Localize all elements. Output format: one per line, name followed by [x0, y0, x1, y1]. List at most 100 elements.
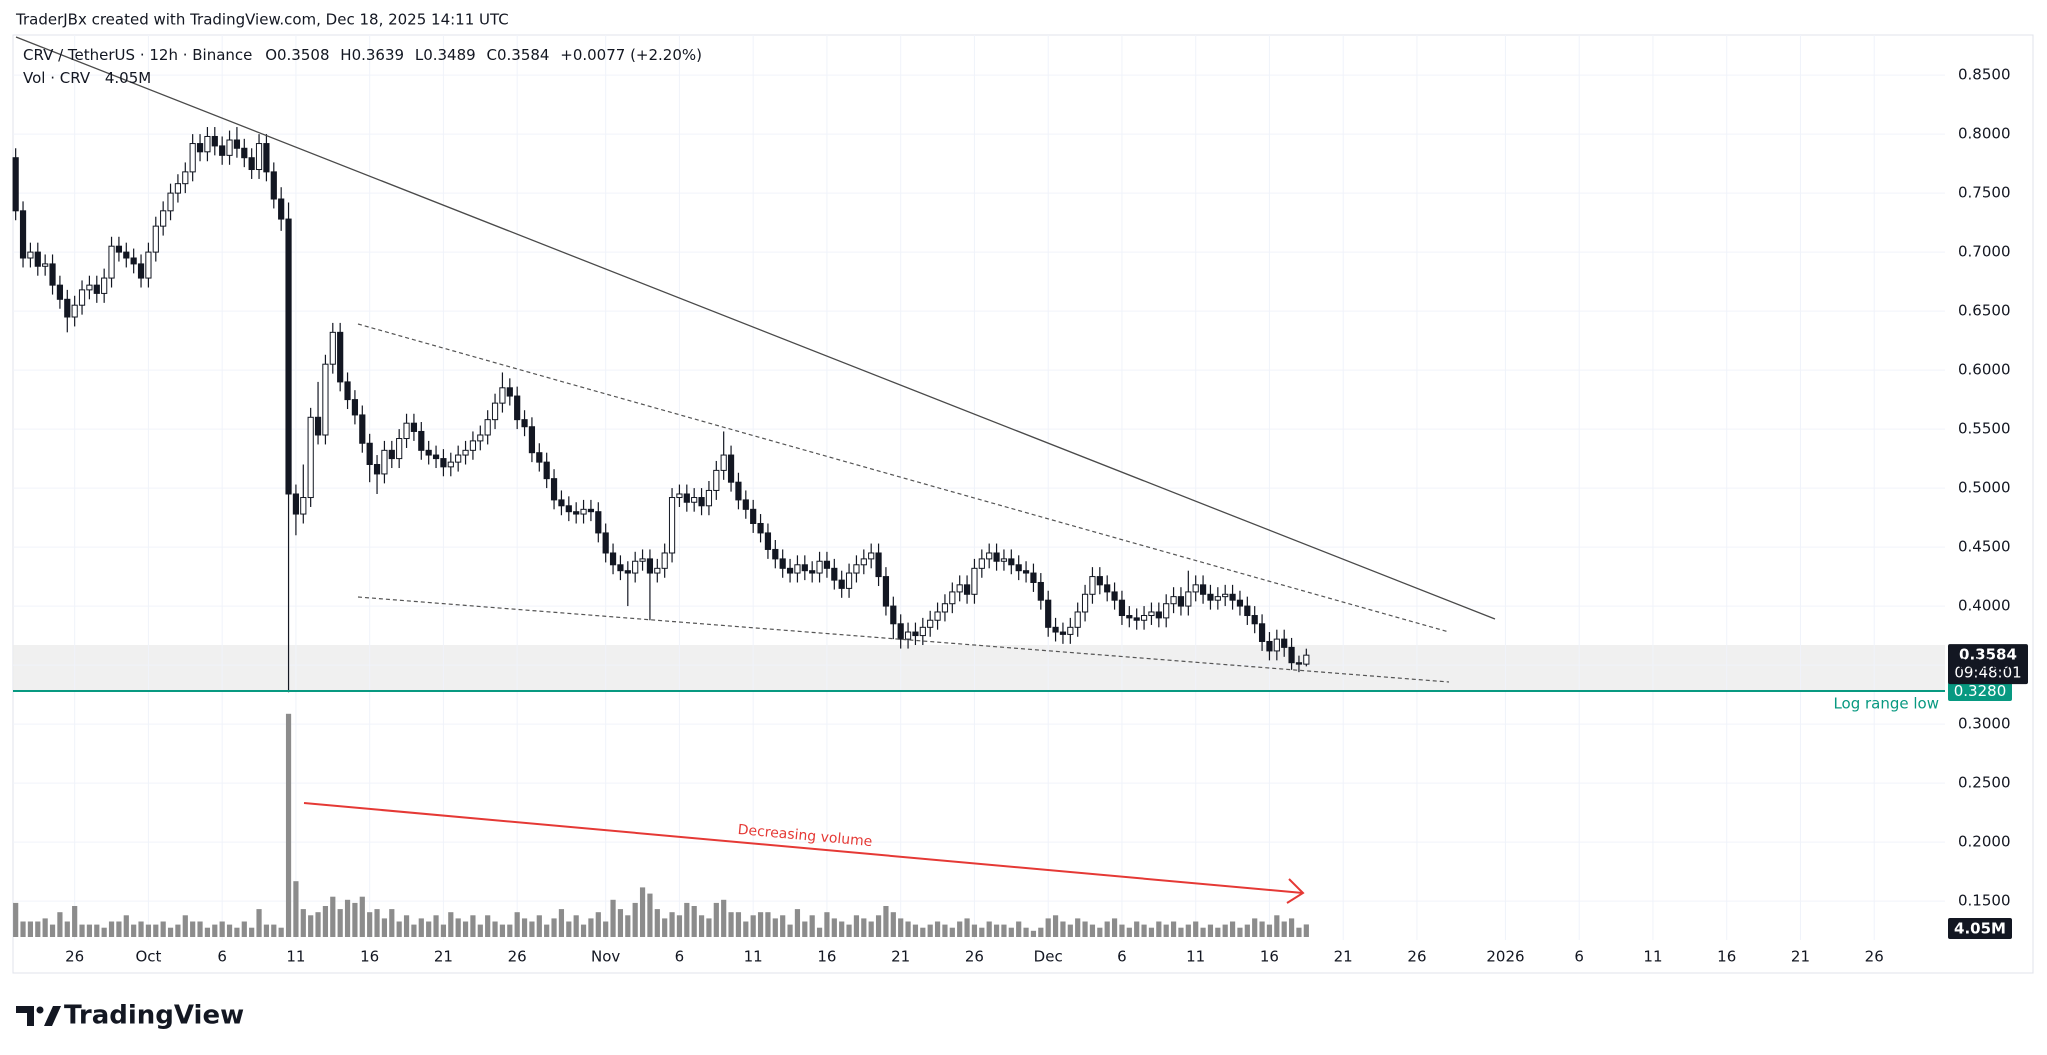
- volume-bar: [1303, 924, 1309, 937]
- candle-body: [875, 552, 882, 578]
- candle-body: [1281, 638, 1288, 648]
- x-tick-label: Nov: [591, 948, 620, 966]
- x-tick-label: 11: [1186, 948, 1205, 966]
- candle-body: [278, 198, 285, 220]
- volume-tag: [1948, 918, 2012, 939]
- x-tick-label: 11: [744, 948, 763, 966]
- candle-body: [1081, 593, 1089, 613]
- candle-body: [661, 552, 668, 569]
- legend-volume: Vol · CRV 4.05M: [23, 69, 151, 87]
- candle-body: [418, 430, 425, 451]
- volume-bar: [293, 881, 299, 937]
- volume-bar: [942, 924, 948, 937]
- candle-body: [1222, 593, 1229, 598]
- candle-body: [1251, 615, 1258, 625]
- y-tick-label: 0.7000: [1958, 243, 2011, 261]
- x-tick-label: 21: [891, 948, 910, 966]
- volume-bar: [1075, 918, 1081, 937]
- volume-bar: [632, 902, 638, 937]
- candle-body: [263, 143, 270, 173]
- volume-bar: [123, 915, 129, 937]
- volume-bar: [647, 893, 653, 937]
- x-tick-label: 21: [434, 948, 453, 966]
- volume-bar: [35, 921, 41, 937]
- candle-body: [123, 251, 130, 259]
- volume-bar: [492, 921, 498, 937]
- candle-body: [786, 567, 794, 574]
- brand-logo: TradingView: [16, 1001, 244, 1031]
- volume-bar: [1111, 918, 1118, 937]
- volume-bar: [1244, 924, 1250, 937]
- volume-bar: [1126, 927, 1132, 937]
- volume-bar: [256, 909, 262, 937]
- y-tick-label: 0.5500: [1958, 420, 2011, 438]
- candle-body: [248, 157, 255, 171]
- y-tick-label: 0.3500: [1958, 656, 2011, 674]
- volume-bar: [72, 906, 78, 937]
- volume-bar: [824, 912, 830, 937]
- candle-body: [971, 567, 978, 595]
- candle-body: [801, 564, 808, 572]
- volume-bar: [462, 921, 469, 937]
- candle-body: [831, 567, 838, 581]
- volume-bar: [927, 924, 933, 937]
- candle-body: [617, 564, 624, 572]
- volume-bar: [1170, 921, 1177, 937]
- candle-body: [160, 210, 167, 227]
- volume-bar: [521, 918, 528, 937]
- volume-bar: [610, 899, 616, 937]
- candle-body: [904, 631, 912, 640]
- candle-body: [1000, 558, 1008, 562]
- volume-bar: [138, 921, 144, 937]
- candle-body: [845, 572, 853, 589]
- candle-body: [654, 567, 661, 574]
- volume-bar: [890, 912, 896, 937]
- ohlc-label: H: [340, 46, 351, 64]
- volume-bar: [57, 912, 63, 937]
- x-tick-label: 16: [1260, 948, 1279, 966]
- volume-bar: [1148, 927, 1155, 937]
- volume-bar: [949, 927, 955, 937]
- volume-bar: [1097, 927, 1103, 937]
- volume-bar: [802, 921, 808, 937]
- candle-body: [270, 171, 277, 200]
- candle-body: [108, 245, 115, 279]
- candle-body: [1133, 617, 1140, 621]
- candle-body: [934, 611, 941, 621]
- volume-bar: [617, 909, 624, 937]
- volume-bar: [389, 909, 395, 937]
- x-tick-label: 6: [217, 948, 227, 966]
- x-tick-label: 26: [1865, 948, 1884, 966]
- candle-body: [226, 139, 233, 156]
- candle-body: [587, 508, 595, 513]
- volume-bar: [1274, 915, 1280, 937]
- candle-body: [698, 497, 705, 507]
- volume-bar: [920, 927, 926, 937]
- y-tick-label: 0.7500: [1958, 184, 2011, 202]
- volume-bar: [145, 924, 152, 937]
- volume-bar: [1288, 918, 1295, 937]
- y-tick-label: 0.2000: [1958, 833, 2011, 851]
- volume-bar: [226, 924, 233, 937]
- candle-body: [86, 284, 93, 291]
- volume-bar: [219, 921, 225, 937]
- candle-body: [816, 560, 823, 574]
- candle-body: [477, 434, 484, 442]
- candle-body: [189, 143, 196, 173]
- volume-bar: [477, 924, 483, 937]
- y-tick-label: 0.6500: [1958, 302, 2011, 320]
- candle-body: [993, 552, 1000, 562]
- volume-bar: [1045, 918, 1051, 937]
- volume-bar: [86, 924, 93, 937]
- candle-body: [727, 454, 735, 483]
- volume-bar: [580, 924, 587, 937]
- candle-body: [137, 263, 145, 279]
- volume-bar: [595, 912, 601, 937]
- candle-body: [455, 454, 462, 463]
- volume-bar: [344, 899, 351, 937]
- volume-bar: [905, 921, 911, 937]
- candle-body: [1118, 599, 1126, 617]
- candle-body: [949, 591, 956, 605]
- candle-body: [1266, 640, 1273, 652]
- candle-body: [204, 135, 211, 153]
